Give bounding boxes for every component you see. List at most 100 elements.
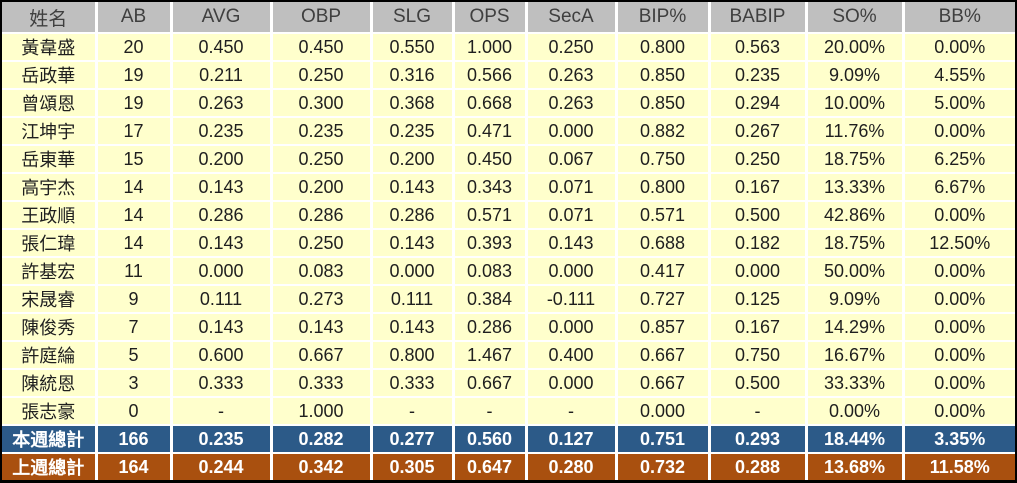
stat-cell: 20 xyxy=(94,32,173,62)
stat-cell: 0.300 xyxy=(269,88,373,118)
stat-cell: 0.235 xyxy=(707,60,808,90)
column-header: BIP% xyxy=(614,1,711,34)
stat-cell: 0.393 xyxy=(451,228,528,258)
column-header: AB xyxy=(94,1,173,34)
player-name-cell: 張仁瑋 xyxy=(0,228,98,258)
total-stat-cell: 0.235 xyxy=(169,424,273,454)
stat-cell: 0.550 xyxy=(369,32,455,62)
stat-cell: 0.563 xyxy=(707,32,808,62)
stat-cell: 0.417 xyxy=(614,256,711,286)
stat-cell: 0.182 xyxy=(707,228,808,258)
stat-cell: 0.111 xyxy=(169,284,273,314)
total-label-cell: 本週總計 xyxy=(0,424,98,454)
stat-cell: 0.333 xyxy=(169,368,273,398)
column-header: SLG xyxy=(369,1,455,34)
table-row: 張志豪 0-1.000- - -0.000-0.00% 0.00% xyxy=(0,396,1017,426)
column-header: 姓名 xyxy=(0,1,98,34)
table-row: 許基宏 11 0.000 0.083 0.000 0.083 0.000 0.417 0.000… xyxy=(0,256,1017,286)
total-stat-cell: 0.282 xyxy=(269,424,373,454)
stat-cell: 0.000 xyxy=(707,256,808,286)
stat-cell: 0.000 xyxy=(614,396,711,426)
stat-cell: 0.125 xyxy=(707,284,808,314)
stat-cell: 0.800 xyxy=(614,172,711,202)
stat-cell: 18.75% xyxy=(804,228,905,258)
stat-cell: 0.250 xyxy=(269,60,373,90)
stat-cell: 14 xyxy=(94,228,173,258)
player-name-cell: 岳政華 xyxy=(0,60,98,90)
stat-cell: 0.143 xyxy=(169,312,273,342)
stat-cell: 0.400 xyxy=(524,340,618,370)
column-header: SO% xyxy=(804,1,905,34)
total-row-previous-week: 上週總計 164 0.244 0.342 0.305 0.647 0.280 0.732 0.2… xyxy=(0,452,1017,481)
stat-cell: 5.00% xyxy=(901,88,1017,118)
stat-cell: 0.368 xyxy=(369,88,455,118)
stat-cell: 0.286 xyxy=(169,200,273,230)
stat-cell: 0.000 xyxy=(524,116,618,146)
stat-cell: 0.00% xyxy=(804,396,905,426)
stat-cell: 33.33% xyxy=(804,368,905,398)
total-stat-cell: 0.293 xyxy=(707,424,808,454)
stat-cell: 0.667 xyxy=(269,340,373,370)
stat-cell: 6.67% xyxy=(901,172,1017,202)
stat-cell: 19 xyxy=(94,60,173,90)
stat-cell: 0.000 xyxy=(169,256,273,286)
table-row: 陳俊秀 7 0.143 0.143 0.143 0.286 0.000 0.857 0.167 1… xyxy=(0,312,1017,342)
stat-cell: 0.294 xyxy=(707,88,808,118)
stat-cell: 1.000 xyxy=(269,396,373,426)
stat-cell: 0 xyxy=(94,396,173,426)
stat-cell: 19 xyxy=(94,88,173,118)
stat-cell: 0.143 xyxy=(369,312,455,342)
stat-cell: 0.083 xyxy=(451,256,528,286)
stat-cell: -0.111 xyxy=(524,284,618,314)
stat-cell: 0.343 xyxy=(451,172,528,202)
stat-cell: 16.67% xyxy=(804,340,905,370)
stat-cell: 1.467 xyxy=(451,340,528,370)
total-stat-cell: 166 xyxy=(94,424,173,454)
stat-cell: 0.200 xyxy=(269,172,373,202)
stat-cell: 0.250 xyxy=(269,144,373,174)
stat-cell: 0.235 xyxy=(369,116,455,146)
column-header: BB% xyxy=(901,1,1017,34)
player-name-cell: 黃韋盛 xyxy=(0,32,98,62)
total-stat-cell: 0.732 xyxy=(614,452,711,481)
stat-cell: - xyxy=(451,396,528,426)
stat-cell: 0.667 xyxy=(614,368,711,398)
stat-cell: 0.00% xyxy=(901,312,1017,342)
stat-cell: 0.333 xyxy=(369,368,455,398)
total-stat-cell: 0.305 xyxy=(369,452,455,481)
total-stat-cell: 3.35% xyxy=(901,424,1017,454)
stat-cell: 0.571 xyxy=(451,200,528,230)
total-stat-cell: 18.44% xyxy=(804,424,905,454)
player-name-cell: 王政順 xyxy=(0,200,98,230)
stat-cell: 0.384 xyxy=(451,284,528,314)
stat-cell: 12.50% xyxy=(901,228,1017,258)
stat-cell: 0.143 xyxy=(524,228,618,258)
stat-cell: 0.235 xyxy=(269,116,373,146)
table-row: 張仁瑋 14 0.143 0.250 0.143 0.393 0.143 0.688 0.182… xyxy=(0,228,1017,258)
stat-cell: 0.083 xyxy=(269,256,373,286)
stat-cell: 0.688 xyxy=(614,228,711,258)
total-stat-cell: 0.342 xyxy=(269,452,373,481)
table-body: 黃韋盛 20 0.450 0.450 0.550 1.000 0.250 0.800 0.563… xyxy=(0,32,1017,481)
table-row: 宋晟睿 9 0.111 0.273 0.111 0.384 -0.111 0.727 0.125… xyxy=(0,284,1017,314)
table-row: 曾頌恩 19 0.263 0.300 0.368 0.668 0.263 0.850 0.294… xyxy=(0,88,1017,118)
stat-cell: - xyxy=(169,396,273,426)
total-label-cell: 上週總計 xyxy=(0,452,98,481)
stat-cell: 0.000 xyxy=(524,312,618,342)
stat-cell: 0.250 xyxy=(707,144,808,174)
stat-cell: 3 xyxy=(94,368,173,398)
stat-cell: 0.668 xyxy=(451,88,528,118)
stat-cell: 0.333 xyxy=(269,368,373,398)
stat-cell: 0.471 xyxy=(451,116,528,146)
stat-cell: 14 xyxy=(94,172,173,202)
stat-cell: 0.273 xyxy=(269,284,373,314)
column-header: AVG xyxy=(169,1,273,34)
stat-cell: 42.86% xyxy=(804,200,905,230)
stat-cell: 0.800 xyxy=(369,340,455,370)
stat-cell: 14 xyxy=(94,200,173,230)
total-stat-cell: 0.288 xyxy=(707,452,808,481)
column-header: OBP xyxy=(269,1,373,34)
stat-cell: 0.00% xyxy=(901,340,1017,370)
stat-cell: 20.00% xyxy=(804,32,905,62)
